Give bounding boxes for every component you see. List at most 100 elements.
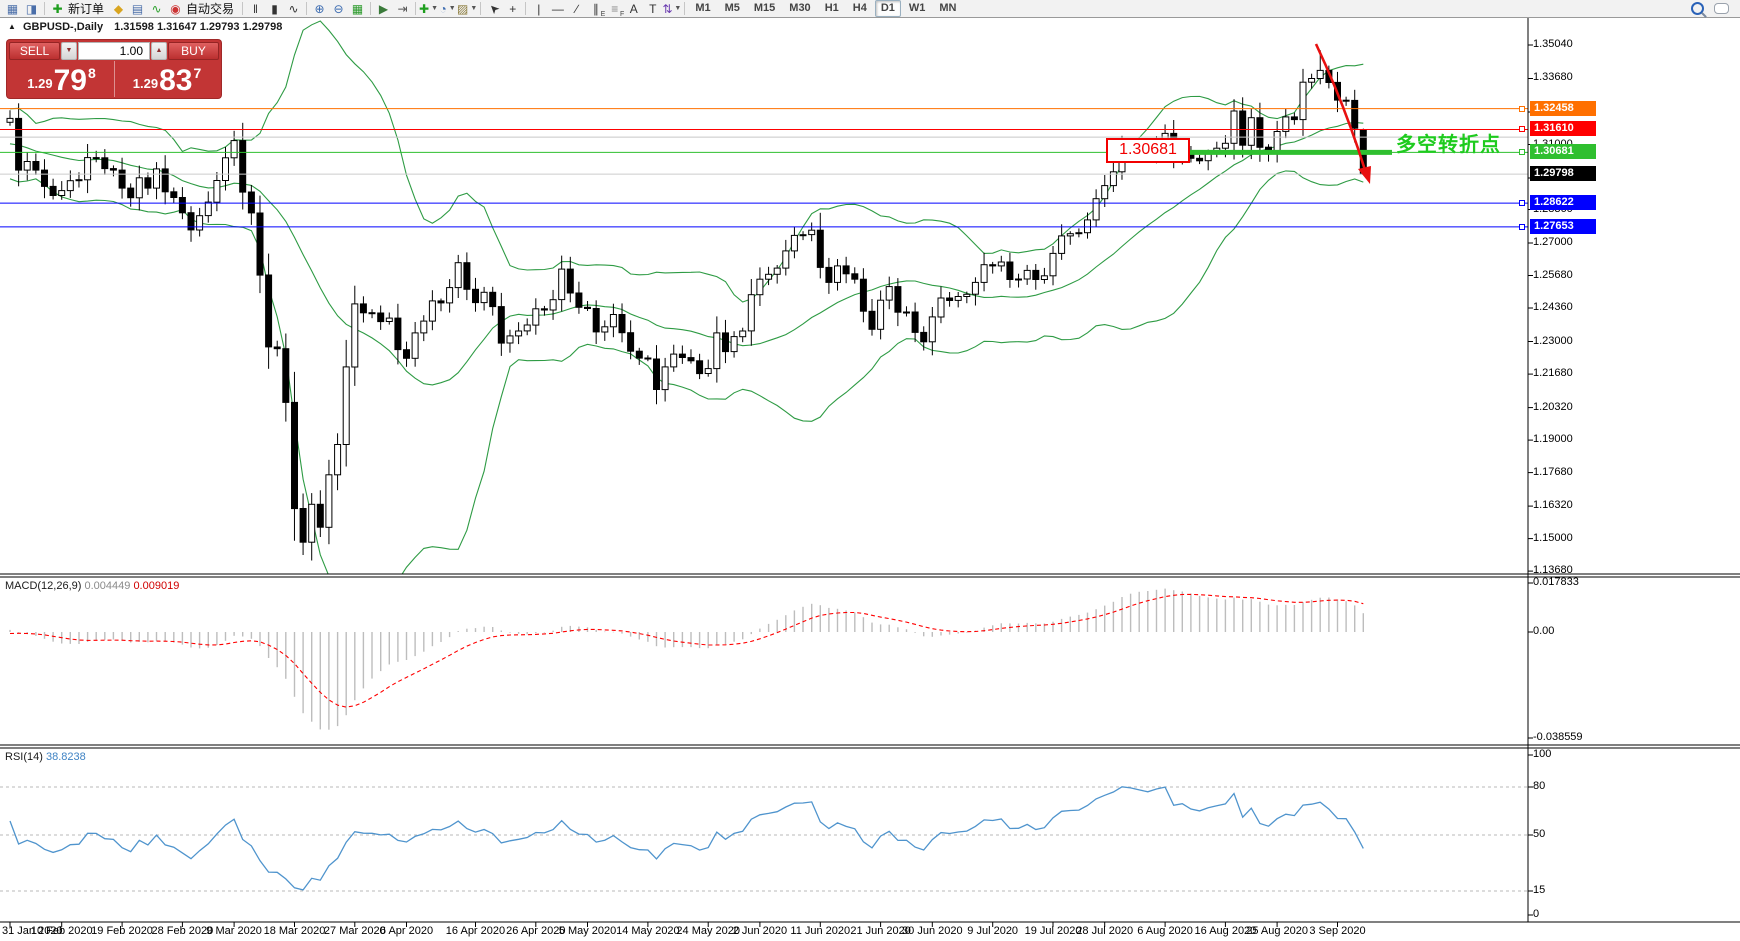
price-level-annotation-box[interactable]: 1.30681	[1106, 138, 1190, 163]
horizontal-line-icon: —	[551, 1, 564, 16]
line-chart-button[interactable]: ∿	[284, 1, 303, 17]
collapse-panel-icon[interactable]: ▲	[8, 22, 16, 31]
templates-button[interactable]: ▨ ▼	[457, 1, 477, 17]
candles	[6, 50, 1367, 561]
volume-input[interactable]	[78, 42, 150, 60]
equidistant-channel-icon: ∥	[592, 1, 599, 16]
line-handle[interactable]	[1519, 223, 1525, 230]
line-handle[interactable]	[1519, 126, 1525, 133]
crosshair-button[interactable]: +	[503, 1, 522, 17]
timeframe-buttons: M1 M5 M15 M30 H1 H4 D1 W1 MN	[688, 0, 963, 17]
zoom-out-button[interactable]: ⊖	[329, 1, 348, 17]
tile-windows-icon: ▦	[351, 1, 364, 16]
indicators-button[interactable]: ✚ ▼	[419, 1, 438, 17]
price-tick-label: 1.23000	[1533, 334, 1573, 347]
profiles-icon: ◨	[25, 1, 38, 16]
timeframe-m15[interactable]: M15	[753, 2, 776, 14]
rsi-tick-label: 100	[1533, 748, 1552, 760]
date-tick-label: 18 Mar 2020	[263, 925, 326, 937]
search-icon[interactable]	[1691, 2, 1704, 15]
buy-price-small: 1.29	[132, 76, 159, 91]
price-tick-label: 1.13680	[1533, 564, 1573, 577]
sell-button[interactable]: SELL	[9, 42, 60, 60]
toolbar-separator	[480, 2, 482, 15]
price-tick-label: 1.25680	[1533, 268, 1573, 281]
rsi-value: 38.8238	[45, 751, 86, 763]
line-handle[interactable]	[1519, 105, 1525, 112]
date-tick-label: 24 May 2020	[676, 925, 741, 937]
line-chart-icon: ∿	[288, 1, 299, 16]
macd-main-value: 0.004449	[84, 580, 131, 592]
price-badge: 1.27653	[1530, 218, 1596, 234]
funnel-button[interactable]: ◆	[109, 1, 128, 17]
terminal-button[interactable]: ▤	[128, 1, 147, 17]
fibonacci-button[interactable]: ≡ F	[605, 1, 624, 18]
rsi-tick-label: 0	[1533, 908, 1540, 920]
zoom-in-button[interactable]: ⊕	[310, 1, 329, 17]
chat-icon[interactable]	[1714, 3, 1729, 14]
timeframe-mn[interactable]: MN	[939, 2, 957, 14]
autotrading-button[interactable]: ◉	[166, 1, 185, 17]
vertical-line-button[interactable]: |	[529, 1, 548, 17]
volume-up-button[interactable]: ▲	[151, 42, 167, 60]
timeframe-m30[interactable]: M30	[789, 2, 811, 14]
volume-down-button[interactable]: ▼	[61, 42, 77, 60]
new-order-icon: ✚	[52, 1, 63, 16]
new-chart-button[interactable]: ▦	[3, 1, 22, 17]
auto-scroll-button[interactable]: ▶	[374, 1, 393, 17]
periods-button[interactable]: ◔ ▼	[438, 1, 457, 17]
chart-shift-button[interactable]: ⇥	[393, 1, 412, 17]
candlestick-chart-button[interactable]: ▮	[265, 1, 284, 17]
date-tick-label: 31 Jan 2020	[2, 925, 63, 937]
date-tick-label: 28 Feb 2020	[151, 925, 214, 937]
templates-icon: ▨	[457, 1, 469, 16]
chevron-down-icon[interactable]: ▼	[674, 5, 682, 12]
autotrading-icon: ◉	[170, 1, 181, 16]
trendline-button[interactable]: ∕	[567, 1, 586, 17]
candlestick-chart-icon: ▮	[271, 1, 278, 16]
line-handle[interactable]	[1519, 200, 1525, 207]
pivot-note-text[interactable]: 多空转折点	[1396, 134, 1501, 156]
terminal-icon: ▤	[131, 1, 144, 16]
chevron-down-icon[interactable]: ▼	[448, 5, 456, 12]
arrows-button[interactable]: ⇅ ▼	[662, 1, 681, 17]
macd-tick-label: 0.00	[1533, 625, 1555, 637]
timeframe-h4[interactable]: H4	[852, 2, 867, 14]
buy-button[interactable]: BUY	[168, 42, 219, 60]
symbol-name: GBPUSD-,Daily	[22, 21, 104, 33]
toolbar: ▦ ◨ ✚ 新订单 ◆ ▤ ∿ ◉ 自动交易 ‖ ▮ ∿ ⊕ ⊖ ▦ ▶ ⇥ ✚ ▼ ◔ ▼ ▨ ▼ ➤ + | — ∕ ∥ E ≡ F A T ⇅…	[0, 0, 1740, 18]
timeframe-h1[interactable]: H1	[824, 2, 839, 14]
equidistant-channel-button[interactable]: ∥ E	[586, 1, 606, 18]
signals-button[interactable]: ∿	[147, 1, 166, 17]
autotrading-button-label[interactable]: 自动交易	[186, 2, 235, 16]
chevron-down-icon[interactable]: ▼	[431, 5, 439, 12]
price-tick-label: 1.33680	[1533, 71, 1573, 84]
price-badge: 1.32458	[1530, 100, 1596, 116]
date-tick-label: 16 Apr 2020	[445, 925, 506, 937]
macd-tick-label: 0.017833	[1533, 575, 1579, 588]
timeframe-m1[interactable]: M1	[695, 2, 711, 14]
horizontal-level-lines[interactable]	[0, 108, 1528, 228]
tile-windows-button[interactable]: ▦	[348, 1, 367, 17]
profiles-button[interactable]: ◨	[22, 1, 41, 17]
text-label-icon: T	[649, 1, 657, 16]
text-label-button[interactable]: T	[643, 1, 662, 17]
horizontal-line-button[interactable]: —	[548, 1, 567, 17]
sell-price[interactable]: 1.29 79 8	[9, 61, 114, 97]
new-order-button-label[interactable]: 新订单	[68, 2, 105, 16]
timeframe-m5[interactable]: M5	[724, 2, 740, 14]
trend-arrow[interactable]	[1314, 43, 1371, 184]
timeframe-d1[interactable]: D1	[874, 0, 901, 17]
text-button[interactable]: A	[624, 1, 643, 17]
new-order-button[interactable]: ✚	[48, 1, 67, 17]
buy-price[interactable]: 1.29 83 7	[114, 61, 219, 97]
date-tick-label: 11 Jun 2020	[790, 925, 851, 937]
timeframe-w1[interactable]: W1	[908, 2, 926, 14]
chevron-down-icon[interactable]: ▼	[470, 5, 478, 12]
date-tick-label: 2 Jun 2020	[732, 925, 788, 937]
macd-signal-value: 0.009019	[133, 580, 180, 592]
bar-chart-button[interactable]: ‖	[246, 1, 265, 17]
zoom-out-icon: ⊖	[333, 1, 344, 16]
buy-price-big: 83	[159, 64, 193, 97]
line-handle[interactable]	[1519, 149, 1525, 156]
